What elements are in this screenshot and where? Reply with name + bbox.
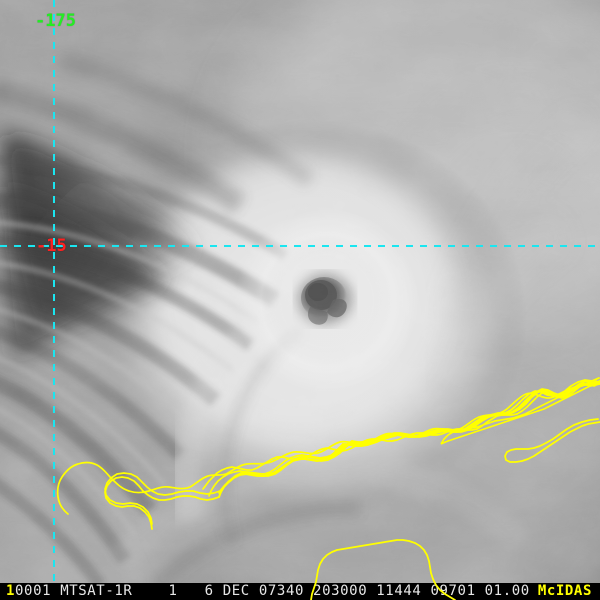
month-name: DEC — [222, 583, 250, 599]
resolution-value: 01.00 — [484, 583, 530, 599]
spacer-3 — [178, 583, 205, 600]
spacer-9 — [476, 583, 485, 600]
mcidas-brand-label: McIDAS — [537, 583, 592, 599]
julian-date: 07340 — [258, 583, 305, 599]
latitude-label: -15 — [36, 236, 67, 256]
day-of-month: 6 — [204, 583, 214, 599]
frame-number: 0001 — [15, 583, 52, 599]
line-coordinate: 11444 — [376, 583, 422, 599]
spacer-6 — [304, 583, 313, 600]
spacer-5 — [250, 583, 259, 600]
longitude-gridline — [53, 0, 55, 583]
spacer-8 — [421, 583, 430, 600]
spacer-2 — [132, 583, 168, 600]
longitude-label: -175 — [35, 11, 76, 31]
band-number: 1 — [168, 583, 178, 599]
spacer-7 — [367, 583, 376, 600]
latitude-gridline — [0, 245, 600, 247]
satellite-name: MTSAT-1R — [60, 583, 133, 599]
frame-marker: 1 — [6, 583, 16, 599]
time-utc: 203000 — [313, 583, 368, 599]
spacer-4 — [214, 583, 223, 600]
spacer-1 — [51, 583, 60, 600]
element-coordinate: 09701 — [430, 583, 476, 599]
status-info-bar: 1 0001 MTSAT-1R 1 6 DEC 07340 203000 114… — [0, 583, 600, 600]
